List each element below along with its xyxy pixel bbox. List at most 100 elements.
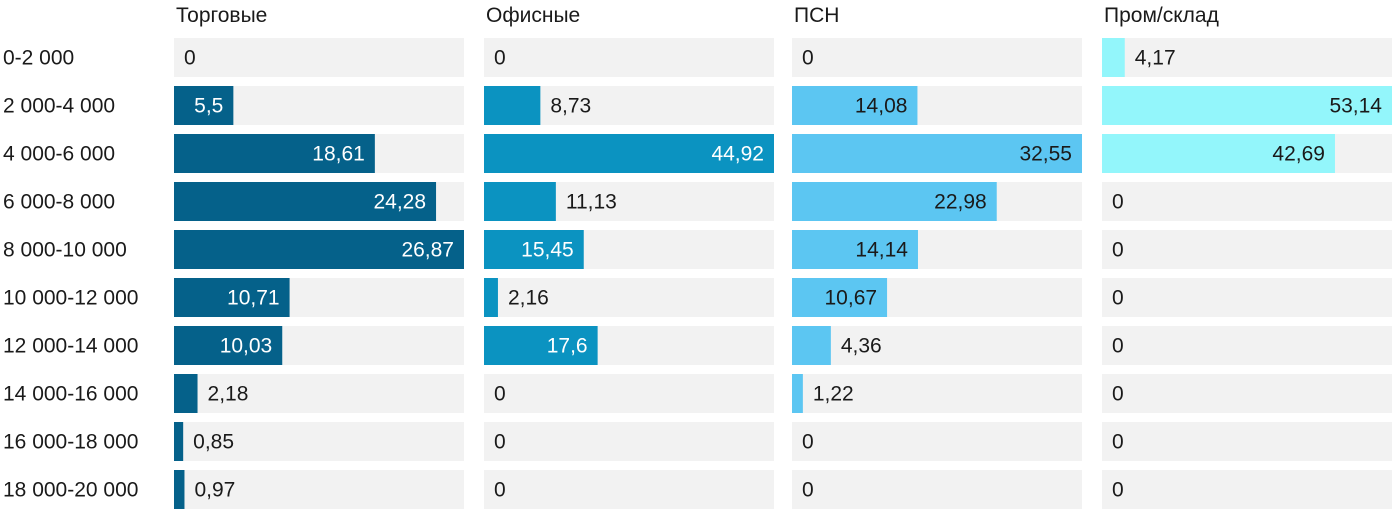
panel-3: ПСН 0 14,08 32,55 22,98 14,14 10,67 4,36 1,22 0 0 bbox=[792, 4, 1082, 509]
data-label: 32,55 bbox=[1019, 143, 1072, 166]
bar bbox=[174, 86, 234, 125]
panel-title: Офисные bbox=[486, 4, 580, 27]
data-label: 0 bbox=[802, 47, 814, 70]
data-label: 26,87 bbox=[401, 239, 454, 262]
bar bbox=[792, 326, 831, 365]
data-label: 44,92 bbox=[711, 143, 764, 166]
bar-track bbox=[1102, 326, 1392, 365]
data-label: 10,03 bbox=[220, 335, 273, 358]
panel-4: Пром/склад 4,17 53,14 42,69 0 0 0 0 0 0 0 bbox=[1102, 4, 1392, 509]
category-label: 6 000-8 000 bbox=[3, 191, 115, 214]
category-label: 12 000-14 000 bbox=[3, 335, 138, 358]
bar bbox=[174, 182, 437, 221]
panel-title: ПСН bbox=[794, 4, 839, 27]
data-label: 0 bbox=[1112, 335, 1124, 358]
data-label: 24,28 bbox=[373, 191, 426, 214]
bar bbox=[484, 86, 541, 125]
data-label: 0,97 bbox=[194, 479, 235, 502]
bar-track bbox=[792, 38, 1082, 77]
bar-track bbox=[484, 278, 774, 317]
bar-track bbox=[484, 470, 774, 509]
bar bbox=[792, 374, 803, 413]
bar bbox=[484, 326, 598, 365]
bar-track bbox=[1102, 374, 1392, 413]
category-label: 14 000-16 000 bbox=[3, 383, 138, 406]
bar bbox=[174, 470, 185, 509]
bar bbox=[484, 182, 556, 221]
data-label: 2,16 bbox=[508, 287, 549, 310]
bar bbox=[792, 230, 918, 269]
data-label: 10,71 bbox=[227, 287, 280, 310]
bar-track bbox=[1102, 422, 1392, 461]
bar bbox=[174, 422, 184, 461]
bar-track bbox=[1102, 182, 1392, 221]
data-label: 0 bbox=[1112, 431, 1124, 454]
bar bbox=[174, 278, 290, 317]
bar bbox=[484, 134, 774, 173]
bar bbox=[1102, 38, 1125, 77]
bar-track bbox=[484, 38, 774, 77]
category-label: 0-2 000 bbox=[3, 47, 74, 70]
data-label: 0 bbox=[494, 383, 506, 406]
bar bbox=[792, 278, 888, 317]
bar-track bbox=[1102, 230, 1392, 269]
panel-1: Торговые 0 5,5 18,61 24,28 26,87 10,71 10,03 2,1… bbox=[174, 4, 464, 509]
data-label: 0 bbox=[1112, 383, 1124, 406]
bar-track bbox=[174, 374, 464, 413]
data-label: 0 bbox=[802, 479, 814, 502]
bar bbox=[1102, 134, 1335, 173]
bar bbox=[174, 134, 375, 173]
category-label: 2 000-4 000 bbox=[3, 95, 115, 118]
bar-track bbox=[792, 374, 1082, 413]
category-label: 10 000-12 000 bbox=[3, 287, 138, 310]
bar bbox=[174, 326, 283, 365]
bar bbox=[792, 182, 997, 221]
panel-2: Офисные 0 8,73 44,92 11,13 15,45 2,16 17,6 0 0 0 bbox=[484, 4, 774, 509]
bar-track bbox=[484, 422, 774, 461]
data-label: 0 bbox=[494, 431, 506, 454]
bar-track bbox=[792, 470, 1082, 509]
data-label: 0 bbox=[1112, 479, 1124, 502]
bar bbox=[792, 86, 918, 125]
data-label: 10,67 bbox=[825, 287, 878, 310]
bar-track bbox=[174, 38, 464, 77]
data-label: 0,85 bbox=[193, 431, 234, 454]
data-label: 18,61 bbox=[312, 143, 365, 166]
bar-track bbox=[792, 326, 1082, 365]
data-label: 0 bbox=[184, 47, 196, 70]
bar-track bbox=[1102, 38, 1392, 77]
category-label: 4 000-6 000 bbox=[3, 143, 115, 166]
category-label: 8 000-10 000 bbox=[3, 239, 127, 262]
category-label: 18 000-20 000 bbox=[3, 479, 138, 502]
data-label: 0 bbox=[494, 47, 506, 70]
bar bbox=[1102, 86, 1392, 125]
data-label: 0 bbox=[1112, 287, 1124, 310]
data-label: 14,14 bbox=[855, 239, 908, 262]
data-label: 53,14 bbox=[1329, 95, 1382, 118]
bar bbox=[792, 134, 1082, 173]
data-label: 11,13 bbox=[566, 191, 617, 214]
data-label: 1,22 bbox=[813, 383, 854, 406]
bar-track bbox=[484, 374, 774, 413]
panel-title: Пром/склад bbox=[1104, 4, 1219, 27]
bar-track bbox=[174, 422, 464, 461]
category-label: 16 000-18 000 bbox=[3, 431, 138, 454]
data-label: 2,18 bbox=[208, 383, 249, 406]
data-label: 5,5 bbox=[194, 95, 223, 118]
panel-title: Торговые bbox=[176, 4, 267, 27]
data-label: 0 bbox=[802, 431, 814, 454]
bar-track bbox=[1102, 278, 1392, 317]
data-label: 4,36 bbox=[841, 335, 882, 358]
data-label: 22,98 bbox=[934, 191, 987, 214]
data-label: 8,73 bbox=[550, 95, 591, 118]
bar-track bbox=[1102, 470, 1392, 509]
data-label: 15,45 bbox=[521, 239, 574, 262]
bar-track bbox=[792, 422, 1082, 461]
bar bbox=[174, 230, 464, 269]
bar bbox=[484, 230, 584, 269]
bar-track bbox=[174, 470, 464, 509]
bar bbox=[484, 278, 498, 317]
data-label: 0 bbox=[1112, 191, 1124, 214]
data-label: 0 bbox=[494, 479, 506, 502]
